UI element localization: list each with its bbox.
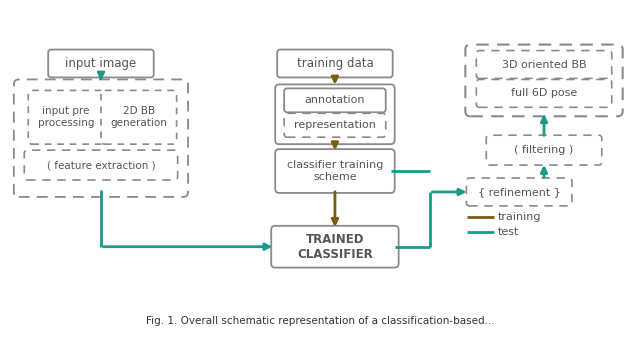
Text: 2D BB
generation: 2D BB generation	[110, 107, 167, 128]
Text: 3D oriented BB: 3D oriented BB	[502, 59, 586, 69]
FancyBboxPatch shape	[24, 150, 178, 180]
FancyBboxPatch shape	[275, 149, 395, 193]
Text: training: training	[498, 212, 541, 222]
Text: annotation: annotation	[305, 95, 365, 105]
Text: ( filtering ): ( filtering )	[515, 145, 573, 155]
FancyBboxPatch shape	[284, 113, 386, 137]
Text: full 6D pose: full 6D pose	[511, 88, 577, 98]
Text: TRAINED
CLASSIFIER: TRAINED CLASSIFIER	[297, 233, 373, 261]
FancyBboxPatch shape	[275, 84, 395, 144]
FancyBboxPatch shape	[48, 50, 154, 77]
FancyBboxPatch shape	[101, 90, 177, 144]
FancyBboxPatch shape	[284, 89, 386, 112]
Text: input pre
processing: input pre processing	[38, 107, 94, 128]
FancyBboxPatch shape	[277, 50, 393, 77]
Text: ( feature extraction ): ( feature extraction )	[47, 160, 156, 170]
FancyBboxPatch shape	[467, 178, 572, 206]
Text: { refinement }: { refinement }	[477, 187, 561, 197]
FancyBboxPatch shape	[476, 80, 612, 107]
Text: classifier training
scheme: classifier training scheme	[287, 160, 383, 182]
Text: test: test	[498, 227, 520, 237]
Text: training data: training data	[296, 57, 373, 70]
Text: representation: representation	[294, 120, 376, 130]
FancyBboxPatch shape	[486, 135, 602, 165]
FancyBboxPatch shape	[14, 80, 188, 197]
FancyBboxPatch shape	[271, 226, 399, 267]
FancyBboxPatch shape	[465, 45, 623, 116]
Text: Fig. 1. Overall schematic representation of a classification-based...: Fig. 1. Overall schematic representation…	[146, 316, 494, 327]
FancyBboxPatch shape	[476, 50, 612, 78]
Text: input image: input image	[65, 57, 136, 70]
FancyBboxPatch shape	[28, 90, 104, 144]
